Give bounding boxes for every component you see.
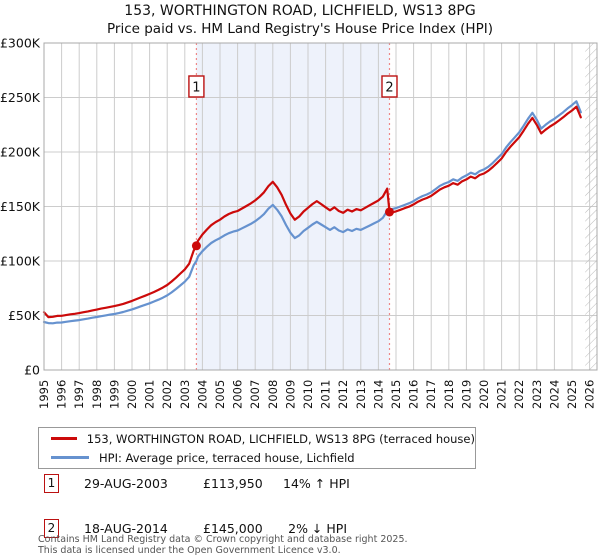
svg-text:2023: 2023	[530, 380, 544, 409]
svg-text:2016: 2016	[407, 380, 421, 409]
legend-row-property: 153, WORTHINGTON ROAD, LICHFIELD, WS13 8…	[39, 431, 475, 447]
property-line-swatch	[51, 437, 77, 440]
sale-1-label-text: 1	[192, 81, 200, 96]
sale-1-dot	[191, 241, 201, 251]
svg-text:2022: 2022	[512, 380, 526, 409]
svg-text:1999: 1999	[107, 380, 121, 409]
svg-text:£150K: £150K	[0, 199, 41, 214]
y-axis-labels: £0 £50K £100K £150K £200K £250K £300K	[0, 36, 41, 378]
plot-border	[43, 42, 598, 371]
sale-2-dot	[384, 207, 394, 217]
svg-text:2024: 2024	[547, 380, 561, 409]
svg-text:£100K: £100K	[0, 254, 41, 269]
hpi-line-swatch	[51, 456, 89, 459]
svg-text:2002: 2002	[160, 380, 174, 409]
svg-text:2020: 2020	[477, 380, 491, 409]
legend-row-hpi: HPI: Average price, terraced house, Lich…	[39, 450, 475, 466]
x-axis-labels: 1995 1996 1997 1998 1999 2000 2001 2002 2003 2004…	[37, 380, 597, 409]
property-price-line	[42, 105, 582, 319]
transaction-2-marker-badge: 2	[44, 519, 59, 538]
svg-text:2001: 2001	[143, 380, 157, 409]
svg-text:2013: 2013	[354, 380, 368, 409]
svg-text:2007: 2007	[248, 380, 262, 409]
svg-text:2012: 2012	[336, 380, 350, 409]
svg-text:2025: 2025	[565, 380, 579, 409]
license-footer-line1: Contains HM Land Registry data © Crown c…	[38, 534, 408, 545]
svg-text:2018: 2018	[442, 380, 456, 409]
transaction-2-price: £145,000	[203, 521, 263, 536]
svg-text:2017: 2017	[424, 380, 438, 409]
chart-legend: 153, WORTHINGTON ROAD, LICHFIELD, WS13 8…	[38, 427, 476, 469]
svg-text:2003: 2003	[178, 380, 192, 409]
sale-1-label-box	[188, 75, 205, 98]
transaction-2-vs-hpi: 2% ↓ HPI	[288, 521, 347, 536]
svg-text:£300K: £300K	[0, 36, 41, 51]
svg-text:£50K: £50K	[8, 308, 41, 323]
svg-text:2008: 2008	[266, 380, 280, 409]
page-subtitle: Price paid vs. HM Land Registry's House …	[107, 21, 493, 37]
license-footer-line2: This data is licensed under the Open Gov…	[38, 544, 341, 556]
svg-text:£0: £0	[24, 363, 40, 378]
transaction-1-vs-hpi: 14% ↑ HPI	[283, 476, 350, 491]
svg-text:2009: 2009	[283, 380, 297, 409]
svg-text:£250K: £250K	[0, 90, 41, 105]
transaction-row-1: 1 29-AUG-2003 £113,950 14% ↑ HPI	[0, 474, 600, 494]
legend-label-property: 153, WORTHINGTON ROAD, LICHFIELD, WS13 8…	[86, 431, 475, 446]
svg-text:1998: 1998	[90, 380, 104, 409]
hpi-line	[42, 100, 582, 325]
svg-text:2006: 2006	[231, 380, 245, 409]
sale-2-label-box	[381, 75, 398, 98]
svg-text:2026: 2026	[583, 380, 597, 409]
svg-text:2014: 2014	[371, 380, 385, 409]
svg-text:2019: 2019	[459, 380, 473, 409]
transaction-1-date: 29-AUG-2003	[84, 476, 168, 491]
svg-text:2000: 2000	[125, 380, 139, 409]
svg-text:1996: 1996	[55, 380, 69, 409]
transaction-1-price: £113,950	[203, 476, 263, 491]
svg-text:2011: 2011	[319, 380, 333, 409]
sale-2-label-text: 2	[385, 81, 393, 96]
page-title: 153, WORTHINGTON ROAD, LICHFIELD, WS13 8…	[124, 3, 476, 19]
transaction-2-date: 18-AUG-2014	[84, 521, 168, 536]
future-hatch-region	[585, 43, 597, 370]
svg-text:1997: 1997	[72, 380, 86, 409]
legend-label-hpi: HPI: Average price, terraced house, Lich…	[99, 450, 355, 465]
svg-text:2021: 2021	[495, 380, 509, 409]
svg-text:1995: 1995	[37, 380, 51, 409]
svg-text:2004: 2004	[195, 380, 209, 409]
transaction-row-2: 2 18-AUG-2014 £145,000 2% ↓ HPI	[0, 519, 600, 539]
svg-text:2005: 2005	[213, 380, 227, 409]
license-footer: Contains HM Land Registry data © Crown c…	[38, 534, 408, 556]
transaction-1-marker-badge: 1	[44, 474, 59, 493]
svg-text:2010: 2010	[301, 380, 315, 409]
svg-text:£200K: £200K	[0, 145, 41, 160]
svg-text:2015: 2015	[389, 380, 403, 409]
